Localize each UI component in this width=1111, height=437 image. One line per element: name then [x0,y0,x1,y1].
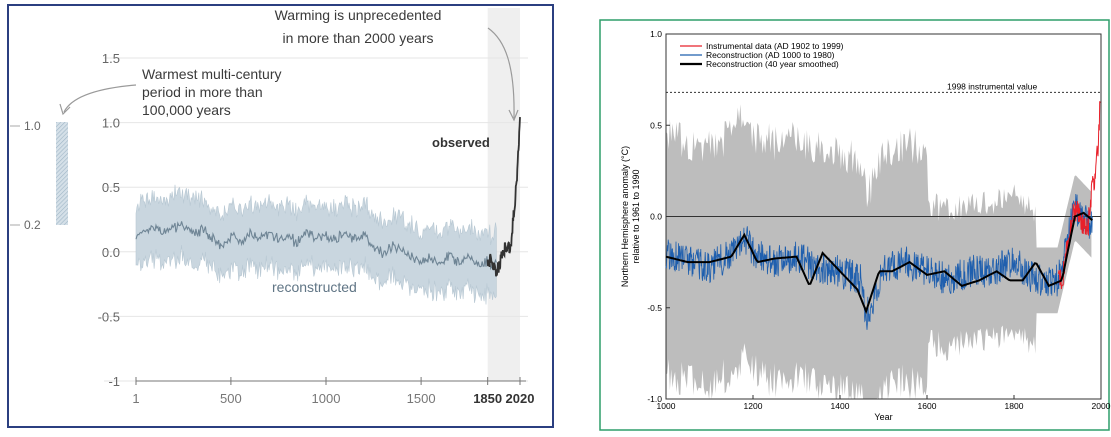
x-tick-label: 1 [132,391,139,406]
side-bar-tick-label: 1.0 [24,119,41,133]
left-y-ticks: 1.5 1.0 0.5 0.0 -0.5 -1 [98,51,120,389]
right-chart: 1998 instrumental value 1.0 0.5 0.0 -0.5 -1.… [598,18,1111,432]
y-tick-label: -0.5 [647,303,662,313]
warmest-arrow-head [59,103,71,116]
legend-label: Reconstruction (40 year smoothed) [706,59,839,69]
x-tick-label: 1800 [1005,401,1024,411]
instrumental-1998-label: 1998 instrumental value [947,81,1038,91]
left-chart-svg: 1.51.00.50.0-0.5-1 1 500 1000 1500 1850 2020 … [7,4,554,428]
y-tick-label: -1.0 [647,394,662,404]
y-axis-label-line2: relative to 1961 to 1990 [631,169,641,263]
y-tick-label: 1.0 [650,29,662,39]
y-axis-label-line1: Northern Hemisphere anomaly (°C) [620,146,630,287]
warmest-annotation-line3: 100,000 years [142,102,231,118]
side-bar-tick-label: 0.2 [24,218,41,232]
left-x-ticks: 1 500 1000 1500 1850 2020 [132,377,534,406]
y-tick-label: 0.5 [650,120,662,130]
left-chart: 1.5 1.0 0.5 0.0 -0.5 -1 1 500 1000 1500 1850 2020 … [0,0,560,432]
warming-annotation-line1: Warming is unprecedented [275,7,442,23]
x-tick-label: 1000 [312,391,341,406]
y-tick-label: 0.0 [650,212,662,222]
left-series [135,117,521,277]
warmest-arrow [63,84,137,113]
x-tick-label: 2020 [506,391,535,406]
warmest-annotation-line2: period in more than [142,84,263,100]
series-reconstruction [665,193,1093,330]
y-axis-label: Northern Hemisphere anomaly (°C) relativ… [620,146,641,287]
x-tick-label: 1600 [918,401,937,411]
warming-arrow-head [508,109,519,122]
uncertainty-band-grey [666,104,1092,399]
legend-label: Reconstruction (AD 1000 to 1980) [706,50,835,60]
x-tick-label: 1850 [473,391,502,406]
series-instrumental [1057,101,1101,290]
uncertainty-band [135,184,497,305]
right-y-ticks: 1.0 0.5 0.0 -0.5 -1.0 [647,29,670,404]
warmest-annotation-line1: Warmest multi-century [142,66,282,82]
observed-label: observed [432,135,490,150]
y-tick-label: 1.0 [102,116,120,131]
y-tick-label: -0.5 [98,309,120,324]
x-tick-label: 2000 [1092,401,1111,411]
legend-label: Instrumental data (AD 1902 to 1999) [706,41,844,51]
right-series [665,101,1101,330]
x-tick-label: 1000 [657,401,676,411]
side-bar-ticks: 1.0 0.2 [10,119,41,232]
series-observed [486,117,521,277]
x-axis-label: Year [874,412,892,422]
y-tick-label: 0.5 [102,180,120,195]
right-x-ticks: 1000 1200 1400 1600 1800 2000 [657,395,1111,411]
right-chart-svg: 1998 instrumental value 1.0 0.5 0.0 -0.5 -1.… [599,19,1111,431]
y-tick-label: 1.5 [102,51,120,66]
x-tick-label: 500 [220,391,242,406]
series-reconstructed [135,221,497,271]
warming-annotation-line2: in more than 2000 years [283,30,434,46]
series-smoothed [665,211,1093,315]
x-tick-label: 1200 [744,401,763,411]
warmest-period-bar [56,122,68,225]
right-legend: Instrumental data (AD 1902 to 1999)Recon… [680,41,844,69]
x-tick-label: 1400 [831,401,850,411]
x-tick-label: 1500 [407,391,436,406]
y-tick-label: 0.0 [102,245,120,260]
y-tick-label: -1 [108,374,120,389]
reconstructed-label: reconstructed [272,279,357,295]
warming-arrow [487,27,515,119]
highlight-span-1850-2020 [487,8,520,381]
